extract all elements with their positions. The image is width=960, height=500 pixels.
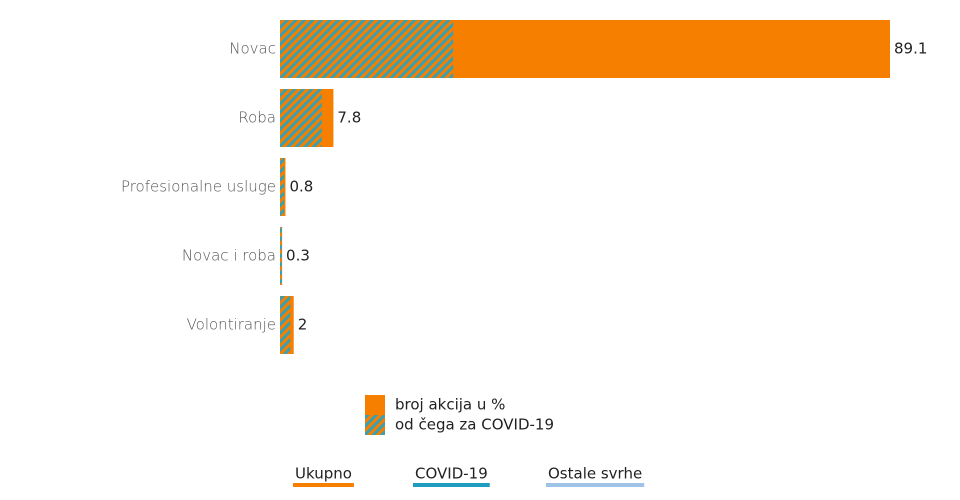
value-label: 7.8 xyxy=(337,109,361,127)
tab-underline[interactable] xyxy=(293,483,354,487)
tab-underline[interactable] xyxy=(413,483,490,487)
tab-label[interactable]: COVID-19 xyxy=(415,465,488,483)
category-label: Roba xyxy=(238,109,276,127)
tab-underline[interactable] xyxy=(546,483,645,487)
bar-covid xyxy=(280,227,283,285)
category-label: Profesionalne usluge xyxy=(121,178,276,196)
value-label: 0.8 xyxy=(289,178,313,196)
category-label: Volontiranje xyxy=(187,316,276,334)
value-label: 89.1 xyxy=(894,40,927,58)
tab-label[interactable]: Ostale svrhe xyxy=(548,465,642,483)
category-label: Novac xyxy=(229,40,276,58)
category-label: Novac i roba xyxy=(182,247,276,265)
value-label: 0.3 xyxy=(286,247,310,265)
legend-swatch xyxy=(365,395,385,415)
bar-covid xyxy=(280,20,454,78)
tab-label[interactable]: Ukupno xyxy=(295,465,352,483)
legend-label: od čega za COVID-19 xyxy=(395,416,554,434)
legend-label: broj akcija u % xyxy=(395,396,505,414)
legend-swatch xyxy=(365,415,385,435)
bar-covid xyxy=(280,158,285,216)
bar-covid xyxy=(280,296,291,354)
value-label: 2 xyxy=(298,316,308,334)
bar-covid xyxy=(280,89,322,147)
